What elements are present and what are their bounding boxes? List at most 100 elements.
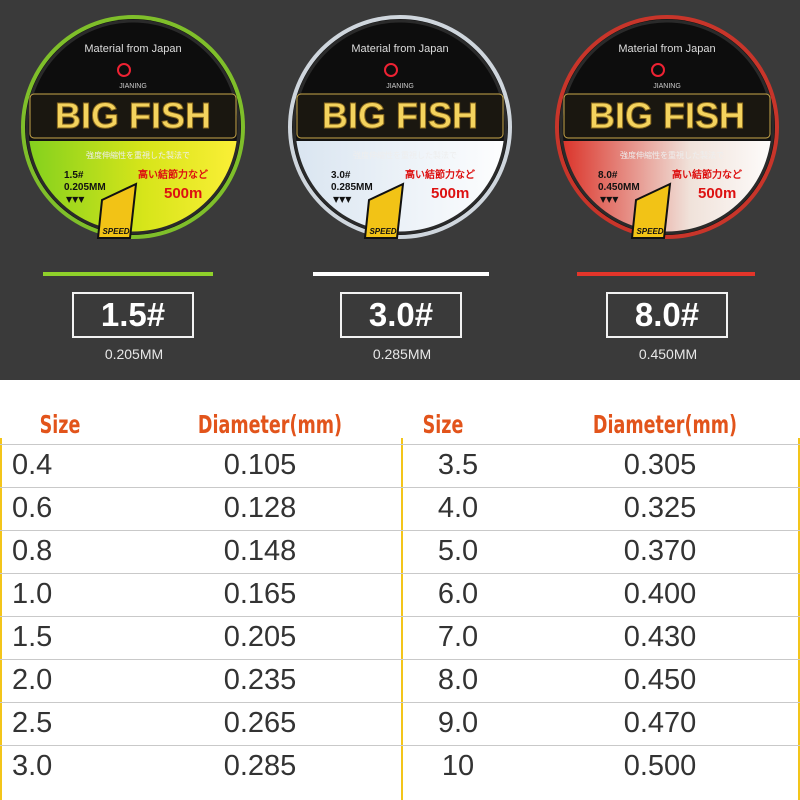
diameter-cell: 0.400 [623, 578, 697, 610]
diameter-cell: 0.305 [623, 449, 697, 481]
header-diameter-left: Diameter(mm) [197, 410, 343, 439]
spool-image-red: Material from Japan JIANING BIG FISH 強度伸… [552, 12, 782, 242]
spool-title-text: BIG FISH [589, 95, 745, 136]
row-separator [0, 745, 800, 746]
size-cell: 1.5 [12, 621, 53, 653]
size-label-box: 3.0# [340, 292, 462, 338]
row-separator [0, 444, 800, 445]
size-cell: 6.0 [437, 578, 479, 610]
spool-title-text: BIG FISH [55, 95, 211, 136]
spool-arrows: ▼▼▼ [333, 195, 352, 204]
header-size-right: Size [422, 410, 464, 439]
spool-green-graphic: Material from Japan JIANING BIG FISH 強度伸… [21, 15, 245, 239]
table-row: 1.5 0.205 7.0 0.430 [0, 616, 800, 659]
color-bar-green [43, 272, 213, 276]
spool-image-green: Material from Japan JIANING BIG FISH 強度伸… [18, 12, 248, 242]
diameter-caption: 0.205MM [104, 346, 164, 362]
diameter-cell: 0.105 [223, 449, 297, 481]
table-row: 0.8 0.148 5.0 0.370 [0, 530, 800, 573]
size-cell: 0.6 [12, 492, 53, 524]
spool-size-text: 1.5# [64, 170, 84, 181]
table-row: 0.4 0.105 3.5 0.305 [0, 444, 800, 487]
spool-material-text: Material from Japan [84, 43, 181, 55]
spool-brand-text: JIANING [386, 83, 414, 90]
table-row: 0.6 0.128 4.0 0.325 [0, 487, 800, 530]
spool-jp-text: 強度伸縮性を重視した製法で [353, 150, 457, 160]
speed-logo-icon [363, 182, 405, 239]
spool-length-text: 500m [698, 185, 736, 202]
spool-arrows: ▼▼▼ [66, 195, 85, 204]
size-cell: 9.0 [437, 707, 479, 739]
spool-jp-text: 強度伸縮性を重視した製法で [620, 150, 724, 160]
diameter-cell: 0.128 [223, 492, 297, 524]
spool-material-text: Material from Japan [618, 43, 715, 55]
row-separator [0, 616, 800, 617]
spool-diameter-text: 0.285MM [331, 182, 373, 193]
spool-jp-sub-text: 高い結節力など [672, 168, 742, 181]
spool-white-graphic: Material from Japan JIANING BIG FISH 強度伸… [288, 15, 512, 239]
diameter-cell: 0.500 [623, 750, 697, 782]
size-diameter-table: Size Diameter(mm) Size Diameter(mm) 0.4 0… [0, 380, 800, 800]
spool-material-text: Material from Japan [351, 43, 448, 55]
color-bar-white [313, 272, 489, 276]
row-separator [0, 487, 800, 488]
diameter-caption: 0.450MM [638, 346, 698, 362]
header-size-left: Size [39, 410, 81, 439]
size-cell: 0.8 [12, 535, 53, 567]
spool-jp-text: 強度伸縮性を重視した製法で [86, 150, 190, 160]
spool-jp-sub-text: 高い結節力など [405, 168, 475, 181]
size-cell: 3.5 [437, 449, 479, 481]
size-label-box: 8.0# [606, 292, 728, 338]
diameter-cell: 0.205 [223, 621, 297, 653]
size-cell: 10 [441, 750, 475, 782]
table-row: 1.0 0.165 6.0 0.400 [0, 573, 800, 616]
size-cell: 3.0 [12, 750, 53, 782]
spool-speed-text: SPEED [102, 227, 129, 236]
row-separator [0, 702, 800, 703]
size-label-box: 1.5# [72, 292, 194, 338]
diameter-caption: 0.285MM [372, 346, 432, 362]
spool-length-text: 500m [164, 185, 202, 202]
table-row: 3.0 0.285 10 0.500 [0, 745, 800, 788]
diameter-cell: 0.450 [623, 664, 697, 696]
diameter-cell: 0.148 [223, 535, 297, 567]
size-cell: 5.0 [437, 535, 479, 567]
diameter-cell: 0.235 [223, 664, 297, 696]
size-cell: 0.4 [12, 449, 53, 481]
diameter-cell: 0.470 [623, 707, 697, 739]
spool-arrows: ▼▼▼ [600, 195, 619, 204]
color-bar-red [577, 272, 755, 276]
product-banner: Material from Japan JIANING BIG FISH 強度伸… [0, 0, 800, 380]
center-divider-line [401, 438, 403, 800]
spool-jp-sub-text: 高い結節力など [138, 168, 208, 181]
diameter-cell: 0.165 [223, 578, 297, 610]
spool-title-text: BIG FISH [322, 95, 478, 136]
size-cell: 2.5 [12, 707, 53, 739]
diameter-cell: 0.325 [623, 492, 697, 524]
size-cell: 8.0 [437, 664, 479, 696]
size-cell: 2.0 [12, 664, 53, 696]
spool-length-text: 500m [431, 185, 469, 202]
row-separator [0, 659, 800, 660]
spool-brand-text: JIANING [119, 83, 147, 90]
spool-red-graphic: Material from Japan JIANING BIG FISH 強度伸… [555, 15, 779, 239]
diameter-cell: 0.285 [223, 750, 297, 782]
right-border-line [798, 438, 800, 800]
spool-size-text: 8.0# [598, 170, 618, 181]
spool-diameter-text: 0.450MM [598, 182, 640, 193]
speed-logo-icon [96, 182, 138, 239]
row-separator [0, 573, 800, 574]
spool-size-text: 3.0# [331, 170, 351, 181]
size-cell: 7.0 [437, 621, 479, 653]
table-row: 2.0 0.235 8.0 0.450 [0, 659, 800, 702]
spool-brand-text: JIANING [653, 83, 681, 90]
left-border-line [0, 438, 2, 800]
table-row: 2.5 0.265 9.0 0.470 [0, 702, 800, 745]
size-cell: 4.0 [437, 492, 479, 524]
spool-diameter-text: 0.205MM [64, 182, 106, 193]
size-cell: 1.0 [12, 578, 53, 610]
header-diameter-right: Diameter(mm) [592, 410, 738, 439]
speed-logo-icon [630, 182, 672, 239]
diameter-cell: 0.430 [623, 621, 697, 653]
diameter-cell: 0.370 [623, 535, 697, 567]
